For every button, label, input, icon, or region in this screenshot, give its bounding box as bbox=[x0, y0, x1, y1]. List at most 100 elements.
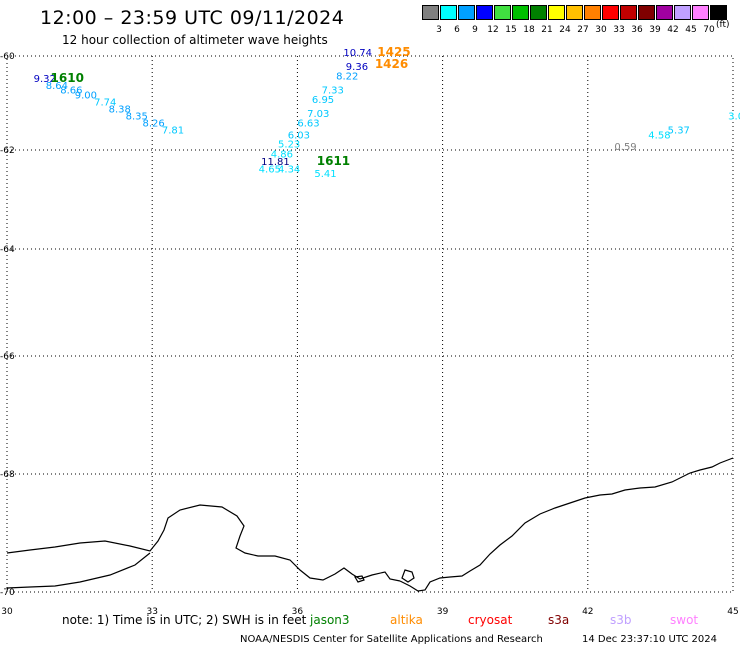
credit-line: NOAA/NESDIS Center for Satellite Applica… bbox=[240, 634, 543, 645]
legend-swatch bbox=[692, 5, 709, 20]
coastline-islet bbox=[354, 575, 365, 583]
legend-label: 21 bbox=[541, 25, 553, 35]
map-title: 12:00 – 23:59 UTC 09/11/2024 bbox=[40, 7, 345, 29]
lat-tick-label: -68 bbox=[0, 470, 15, 480]
legend-label: 33 bbox=[613, 25, 625, 35]
lon-tick-label: 39 bbox=[437, 607, 449, 617]
legend-label: 3 bbox=[436, 25, 442, 35]
graticule bbox=[7, 56, 733, 592]
lon-tick-label: 33 bbox=[146, 607, 157, 617]
swh-value: 6.03 bbox=[288, 130, 310, 141]
legend-label: 30 bbox=[595, 25, 607, 35]
satellite-s3a: s3a bbox=[548, 613, 570, 627]
satellite-swot: swot bbox=[670, 613, 699, 627]
legend-swatch bbox=[638, 5, 655, 20]
swh-value: 8.64 bbox=[46, 81, 68, 92]
satellite-s3b: s3b bbox=[610, 613, 632, 627]
coastline-island bbox=[401, 569, 415, 583]
map-frame bbox=[6, 55, 734, 593]
legend-swatch bbox=[476, 5, 493, 20]
swh-value: 5.41 bbox=[314, 169, 336, 180]
satellite-cryosat: cryosat bbox=[468, 613, 513, 627]
legend-swatch bbox=[512, 5, 529, 20]
lon-tick-label: 42 bbox=[582, 607, 593, 617]
swh-value: 5.23 bbox=[278, 140, 300, 151]
legend-label: 45 bbox=[685, 25, 697, 35]
wave-observations: 9.328.648.669.007.748.388.358.267.81 10.7… bbox=[34, 48, 740, 180]
legend-swatch bbox=[584, 5, 601, 20]
lat-tick-label: -64 bbox=[0, 245, 15, 255]
legend-swatch bbox=[530, 5, 547, 20]
swh-value: 7.81 bbox=[162, 126, 184, 137]
lon-tick-label: 45 bbox=[727, 607, 738, 617]
swh-value: 4.34 bbox=[278, 164, 300, 175]
legend-swatch bbox=[494, 5, 511, 20]
swh-value: 3.03 bbox=[728, 111, 740, 122]
swh-value: 8.66 bbox=[60, 86, 82, 97]
swh-value: 9.36 bbox=[346, 62, 368, 73]
legend-swatch bbox=[620, 5, 637, 20]
legend-label: 70 bbox=[703, 25, 715, 35]
pass-number: 1611 bbox=[317, 154, 350, 168]
lat-tick-label: -70 bbox=[0, 588, 15, 598]
swh-value: 7.03 bbox=[307, 109, 329, 120]
axis-ticks: 30 33 36 39 42 45 -60 -62 -64 -66 -68 -70 bbox=[0, 52, 739, 617]
note-bar: note: 1) Time is in UTC; 2) SWH is in fe… bbox=[62, 613, 698, 627]
swh-value: 9.32 bbox=[34, 74, 56, 85]
coastline-east bbox=[399, 457, 734, 592]
swh-value: 4.65 bbox=[259, 164, 281, 175]
legend-label: 6 bbox=[454, 25, 460, 35]
map-subtitle: 12 hour collection of altimeter wave hei… bbox=[62, 33, 328, 47]
legend-label: 27 bbox=[577, 25, 589, 35]
lon-tick-label: 30 bbox=[1, 607, 13, 617]
lat-tick-label: -62 bbox=[0, 146, 15, 156]
swh-value: 6.63 bbox=[297, 119, 319, 130]
legend-swatch bbox=[602, 5, 619, 20]
swh-value: 7.74 bbox=[94, 97, 116, 108]
swh-value: 8.26 bbox=[143, 119, 165, 130]
swh-value: 0.59 bbox=[614, 142, 636, 153]
legend-swatch bbox=[422, 5, 439, 20]
lat-tick-label: -66 bbox=[0, 352, 15, 362]
note-text: note: 1) Time is in UTC; 2) SWH is in fe… bbox=[62, 613, 307, 627]
lat-tick-label: -60 bbox=[0, 52, 15, 62]
legend-swatch bbox=[458, 5, 475, 20]
pass-number: 1425 bbox=[377, 45, 410, 59]
swh-value: 8.22 bbox=[336, 72, 358, 83]
legend-label: 39 bbox=[649, 25, 661, 35]
swh-value: 5.37 bbox=[668, 126, 690, 137]
swh-value: 10.74 bbox=[343, 48, 372, 59]
legend-label: 15 bbox=[505, 25, 517, 35]
legend-label: 24 bbox=[559, 25, 571, 35]
pass-number: 1610 bbox=[51, 71, 84, 85]
swh-value: 7.33 bbox=[322, 86, 344, 97]
pass-number: 1426 bbox=[375, 57, 408, 71]
satellite-altika: altika bbox=[390, 613, 423, 627]
legend-label: 42 bbox=[667, 25, 679, 35]
lon-tick-label: 36 bbox=[292, 607, 304, 617]
antarctic-coastline bbox=[6, 457, 734, 592]
coastline-lower bbox=[6, 552, 151, 589]
swh-value: 4.58 bbox=[648, 130, 670, 141]
swh-value: 6.95 bbox=[312, 95, 334, 106]
swh-value: 8.35 bbox=[126, 111, 148, 122]
generated-timestamp: 14 Dec 23:37:10 UTC 2024 bbox=[582, 634, 717, 645]
legend-swatch bbox=[548, 5, 565, 20]
legend-unit: (ft) bbox=[716, 20, 730, 30]
swh-value: 9.00 bbox=[75, 90, 97, 101]
satellite-jason3: jason3 bbox=[310, 613, 350, 627]
legend-swatch bbox=[710, 5, 727, 20]
legend-swatch bbox=[674, 5, 691, 20]
legend-label: 12 bbox=[487, 25, 499, 35]
coastline-west bbox=[6, 504, 401, 582]
legend-label: 18 bbox=[523, 25, 535, 35]
swh-value: 8.38 bbox=[109, 104, 131, 115]
legend-swatch bbox=[566, 5, 583, 20]
legend-label: 36 bbox=[631, 25, 643, 35]
swh-value: 4.86 bbox=[271, 149, 293, 160]
legend-label: 9 bbox=[472, 25, 478, 35]
plot-border bbox=[6, 55, 734, 593]
legend-swatch bbox=[656, 5, 673, 20]
